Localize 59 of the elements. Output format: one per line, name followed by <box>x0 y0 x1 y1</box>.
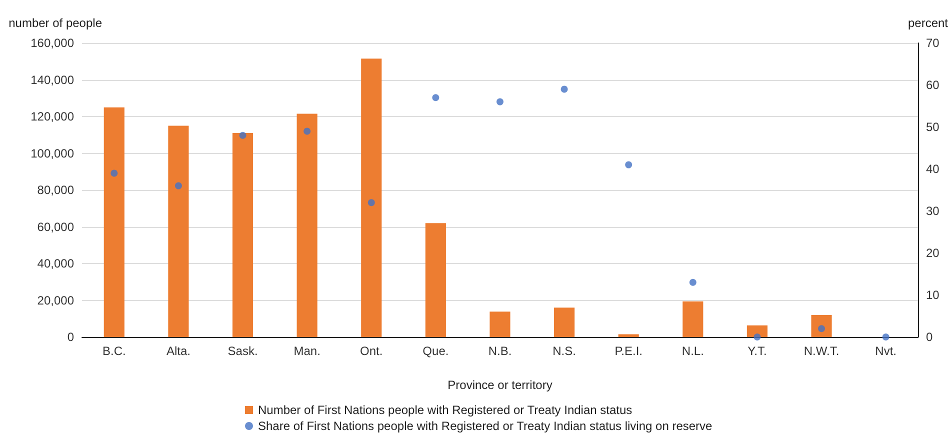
x-tick-label: Que. <box>422 344 449 358</box>
x-tick-label: B.C. <box>102 344 126 358</box>
y2-tick-label: 50 <box>926 120 940 134</box>
y-tick-label: 60,000 <box>37 220 74 234</box>
x-tick-label: N.W.T. <box>804 344 840 358</box>
x-tick-label: Y.T. <box>748 344 767 358</box>
x-tick-label: P.E.I. <box>614 344 642 358</box>
point <box>560 86 568 93</box>
point <box>625 161 632 168</box>
x-axis-title: Province or territory <box>448 378 552 392</box>
legend-label: Number of First Nations people with Registered or Treaty Indian status <box>258 403 632 417</box>
point <box>110 170 118 177</box>
bar <box>554 308 575 337</box>
bar <box>296 114 318 337</box>
x-tick-label: Ont. <box>360 344 383 358</box>
point <box>754 334 761 340</box>
y-tick-label: 20,000 <box>37 293 74 308</box>
x-tick-label: Man. <box>294 344 320 358</box>
x-tick-label: Sask. <box>228 344 258 358</box>
y2-tick-label: 20 <box>926 246 940 260</box>
point <box>174 182 182 190</box>
point <box>304 128 311 135</box>
bar <box>490 312 510 337</box>
y2-axis-title: percent <box>908 16 949 30</box>
bar <box>746 325 768 337</box>
point <box>689 278 696 286</box>
x-tick-label: Alta. <box>166 344 190 358</box>
bar <box>232 133 254 337</box>
bar <box>811 314 832 337</box>
bar <box>425 223 446 337</box>
y-tick-label: 140,000 <box>30 72 74 87</box>
y-tick-label: 160,000 <box>30 36 74 50</box>
y2-tick-label: 30 <box>926 204 940 218</box>
y-axis-title: number of people <box>8 16 102 30</box>
point <box>882 334 890 340</box>
y-tick-label: 40,000 <box>37 256 74 270</box>
y2-tick-label: 60 <box>926 78 940 92</box>
y-tick-label: 120,000 <box>30 110 74 124</box>
x-tick-label: Nvt. <box>875 344 896 358</box>
y-tick-label: 100,000 <box>30 146 74 160</box>
point <box>432 94 440 102</box>
legend-label: Share of First Nations people with Registered or Treaty Indian status living on reserve <box>258 419 713 433</box>
y2-tick-label: 40 <box>926 162 940 176</box>
bar <box>618 334 639 337</box>
y-tick-label: 80,000 <box>37 183 74 197</box>
y-tick-label: 0 <box>67 330 74 344</box>
x-tick-label: N.L. <box>682 344 704 358</box>
y2-tick-label: 70 <box>926 36 940 50</box>
bar <box>104 107 124 337</box>
bar <box>168 126 189 337</box>
x-tick-label: N.B. <box>488 344 512 358</box>
point <box>368 199 375 206</box>
y2-tick-label: 0 <box>926 330 933 344</box>
point <box>239 132 246 139</box>
point <box>496 98 504 106</box>
bar <box>682 301 704 337</box>
bar <box>361 58 382 337</box>
x-tick-label: N.S. <box>552 344 576 358</box>
y2-tick-label: 10 <box>926 288 940 302</box>
